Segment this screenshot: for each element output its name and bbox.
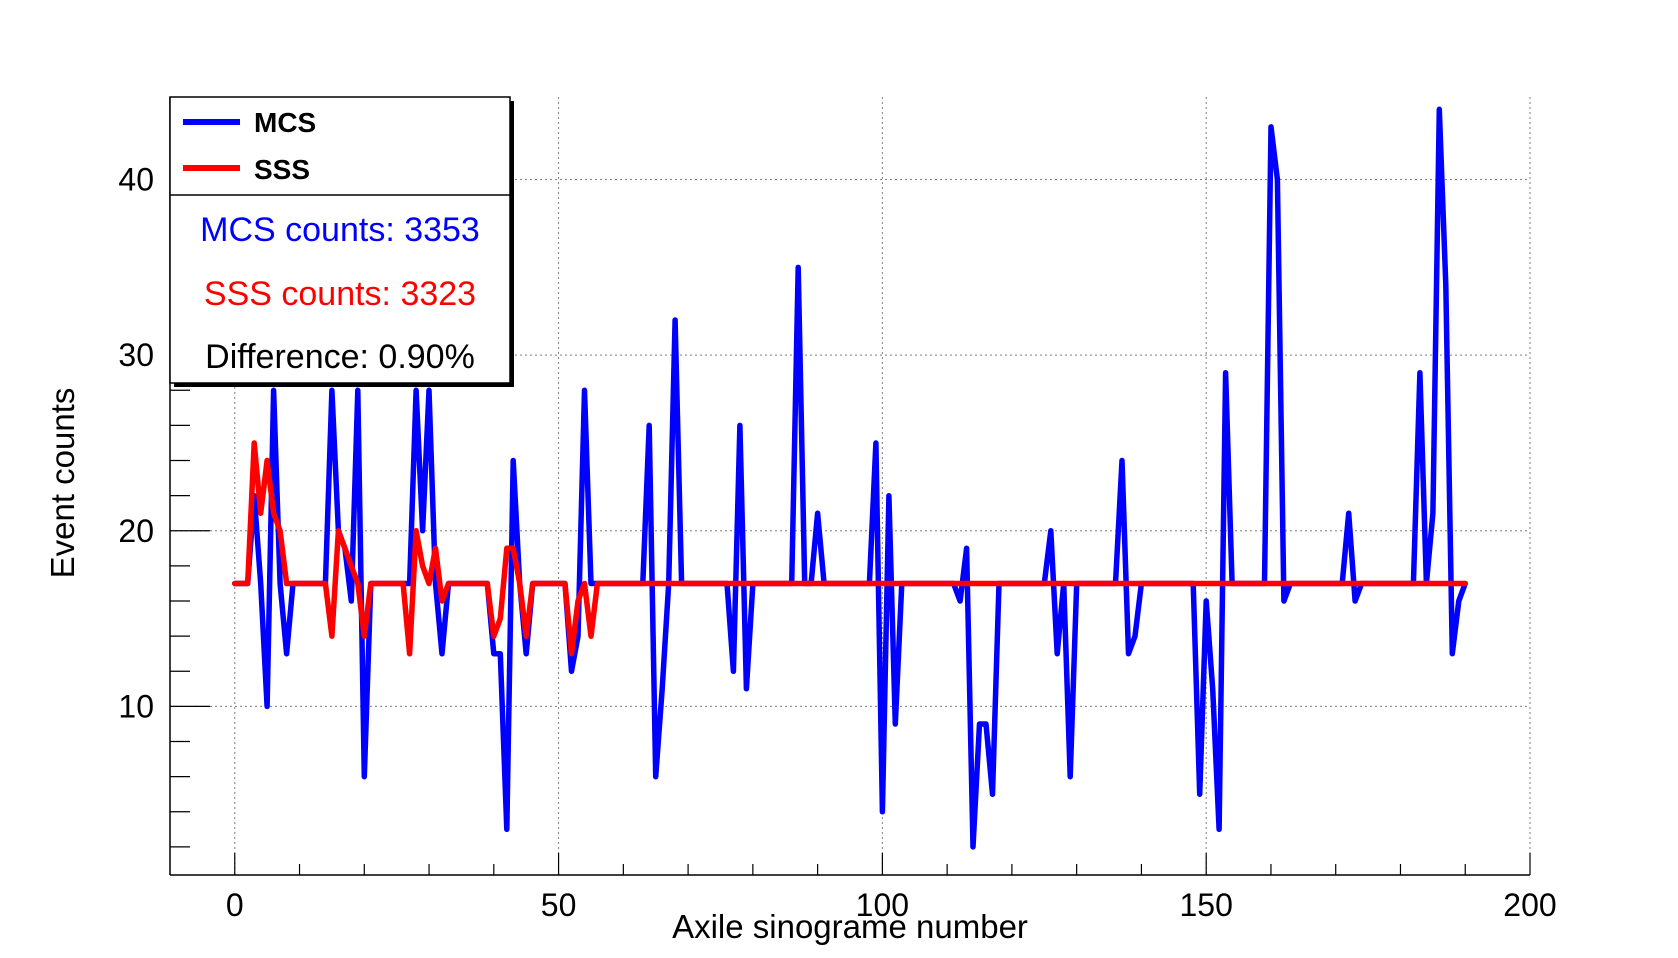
- legend: MCS SSS MCS counts: 3353 SSS counts: 332…: [169, 96, 514, 387]
- sss-counts-label: SSS counts: 3323: [204, 275, 476, 313]
- y-tick-label: 20: [118, 513, 154, 549]
- x-tick-label: 50: [541, 887, 577, 923]
- x-tick-label: 100: [856, 887, 909, 923]
- y-tick-label: 30: [118, 337, 154, 373]
- y-tick-label: 40: [118, 162, 154, 198]
- legend-label-mcs: MCS: [254, 107, 316, 138]
- x-tick-label: 150: [1179, 887, 1232, 923]
- difference-label: Difference: 0.90%: [205, 338, 475, 376]
- series-line-sss: [232, 440, 1468, 657]
- series-layer: [232, 106, 1468, 850]
- x-axis-title: Axile sinograme number: [672, 908, 1028, 945]
- mcs-counts-label: MCS counts: 3353: [200, 211, 480, 249]
- x-tick-label: 200: [1503, 887, 1556, 923]
- x-tick-label: 0: [226, 887, 244, 923]
- legend-label-sss: SSS: [254, 154, 310, 185]
- legend-box: [169, 96, 511, 384]
- y-axis-title: Event counts: [44, 388, 81, 579]
- tick-labels: 0 50 100 150 200 10 20 30 40: [118, 162, 1556, 923]
- y-tick-label: 10: [118, 688, 154, 724]
